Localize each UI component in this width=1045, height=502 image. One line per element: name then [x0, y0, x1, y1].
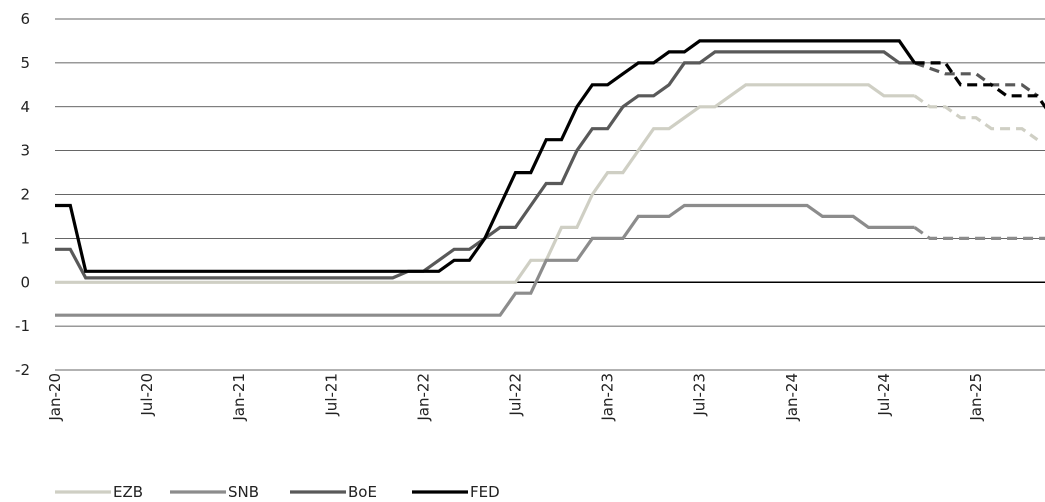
y-tick-label: 6 — [20, 10, 30, 28]
y-tick-label: 2 — [20, 186, 30, 204]
snb-series-line — [55, 203, 915, 317]
x-tick-label: Jul-24 — [875, 373, 893, 417]
snb-forecast-line — [913, 226, 1045, 240]
y-tick-label: 5 — [20, 54, 30, 72]
y-tick-label: -2 — [15, 361, 30, 379]
x-axis-ticks: Jan-20 Jul-20 Jan-21 Jul-21 Jan-22 Jul-22 Jan-… — [46, 373, 985, 422]
x-tick-label: Jul-20 — [138, 373, 156, 417]
x-tick-label: Jan-23 — [599, 373, 617, 422]
x-tick-label: Jan-20 — [46, 373, 64, 422]
y-tick-label: -1 — [15, 317, 30, 335]
legend-label-ezb: EZB — [113, 483, 143, 501]
legend-label-fed: FED — [470, 483, 500, 501]
y-tick-label: 3 — [20, 142, 30, 160]
y-tick-label: 0 — [20, 273, 30, 291]
legend: EZB SNB BoE FED — [55, 483, 500, 501]
x-tick-label: Jan-22 — [414, 373, 432, 422]
x-tick-label: Jul-22 — [507, 373, 525, 417]
x-tick-label: Jan-24 — [783, 373, 801, 422]
ezb-series-line — [55, 83, 915, 284]
series-lines — [55, 39, 1045, 317]
y-tick-label: 4 — [20, 98, 30, 116]
boe-forecast-line — [914, 61, 1039, 98]
fed-series-line — [55, 39, 916, 273]
legend-label-boe: BoE — [348, 483, 377, 501]
y-axis-ticks: 6 5 4 3 2 1 0 -1 -2 — [15, 10, 30, 379]
gridlines — [55, 18, 1045, 371]
legend-label-snb: SNB — [228, 483, 259, 501]
ezb-forecast-line — [913, 94, 1039, 142]
fed-forecast-line — [914, 61, 1045, 110]
x-tick-label: Jan-25 — [967, 373, 985, 422]
y-tick-label: 1 — [20, 229, 30, 247]
x-tick-label: Jan-21 — [230, 373, 248, 422]
x-tick-label: Jul-23 — [691, 373, 709, 417]
x-tick-label: Jul-21 — [322, 373, 340, 417]
